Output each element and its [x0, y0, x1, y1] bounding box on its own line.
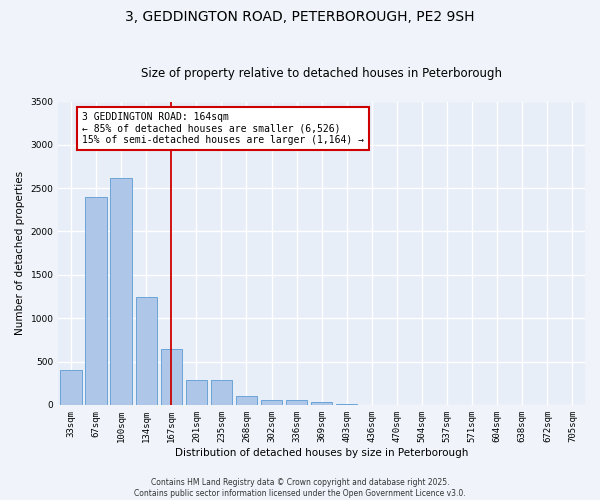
X-axis label: Distribution of detached houses by size in Peterborough: Distribution of detached houses by size … — [175, 448, 469, 458]
Text: 3 GEDDINGTON ROAD: 164sqm
← 85% of detached houses are smaller (6,526)
15% of se: 3 GEDDINGTON ROAD: 164sqm ← 85% of detac… — [82, 112, 364, 145]
Y-axis label: Number of detached properties: Number of detached properties — [15, 171, 25, 335]
Bar — [311, 402, 332, 405]
Bar — [336, 404, 358, 405]
Bar — [85, 197, 107, 405]
Title: Size of property relative to detached houses in Peterborough: Size of property relative to detached ho… — [141, 66, 502, 80]
Text: Contains HM Land Registry data © Crown copyright and database right 2025.
Contai: Contains HM Land Registry data © Crown c… — [134, 478, 466, 498]
Bar — [211, 380, 232, 405]
Text: 3, GEDDINGTON ROAD, PETERBOROUGH, PE2 9SH: 3, GEDDINGTON ROAD, PETERBOROUGH, PE2 9S… — [125, 10, 475, 24]
Bar — [286, 400, 307, 405]
Bar — [185, 380, 207, 405]
Bar — [136, 296, 157, 405]
Bar — [161, 348, 182, 405]
Bar — [236, 396, 257, 405]
Bar — [261, 400, 282, 405]
Bar — [110, 178, 132, 405]
Bar — [60, 370, 82, 405]
